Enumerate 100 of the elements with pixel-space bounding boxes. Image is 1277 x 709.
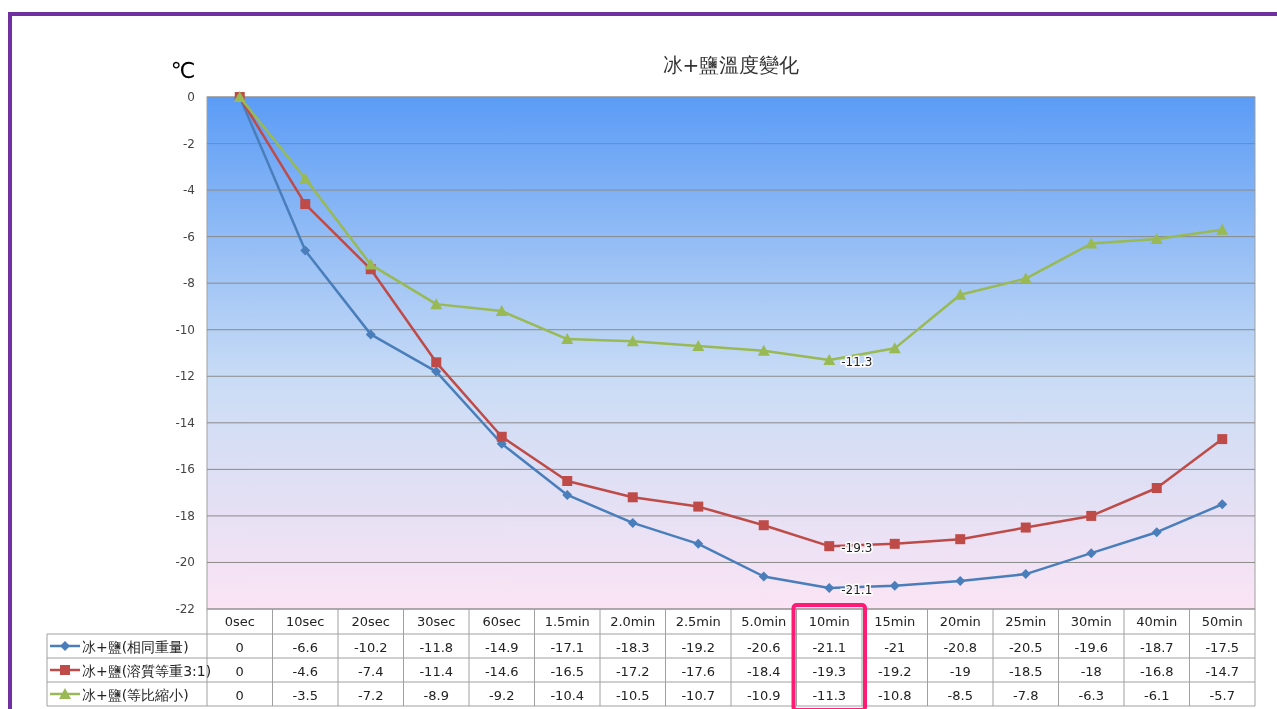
data-label: -20.5 xyxy=(1008,640,1043,655)
data-label: -6.6 xyxy=(292,640,318,655)
point xyxy=(823,353,836,365)
x-tick-label: 30min xyxy=(1070,614,1112,629)
point xyxy=(431,366,442,377)
data-label: -6.1 xyxy=(1144,688,1170,703)
legend-label: 冰+鹽(相同重量) xyxy=(82,639,189,655)
y-tick-label: -20 xyxy=(175,555,195,570)
data-label: -9.2 xyxy=(489,688,515,703)
data-label: -11.3 xyxy=(812,688,847,703)
y-tick-label: -10 xyxy=(175,322,195,337)
data-label: 0 xyxy=(235,664,244,679)
data-label: -10.5 xyxy=(615,688,650,703)
y-axis-title: ℃ xyxy=(170,58,196,83)
data-label: -21 xyxy=(884,640,906,655)
data-label: -5.7 xyxy=(1209,688,1235,703)
data-label: 0 xyxy=(235,640,244,655)
point xyxy=(299,172,312,184)
point xyxy=(1019,272,1032,284)
x-tick-label: 2.0min xyxy=(610,614,656,629)
point xyxy=(1020,569,1031,580)
point xyxy=(1151,482,1162,493)
legend-label: 冰+鹽(溶質等重3:1) xyxy=(82,663,212,679)
data-label: -18.3 xyxy=(615,640,650,655)
annotation: -11.3 xyxy=(841,354,873,369)
data-label: -17.6 xyxy=(681,664,716,679)
point xyxy=(1086,510,1097,521)
data-label: -20.8 xyxy=(943,640,978,655)
point xyxy=(430,298,443,310)
x-tick-label: 10min xyxy=(808,614,850,629)
data-label: -18.4 xyxy=(746,664,781,679)
data-label: -19.6 xyxy=(1074,640,1109,655)
data-label: -14.9 xyxy=(484,640,519,655)
point xyxy=(495,305,508,317)
data-label: -17.5 xyxy=(1205,640,1240,655)
data-label: -18.5 xyxy=(1008,664,1043,679)
x-tick-label: 20min xyxy=(939,614,981,629)
data-label: 0 xyxy=(235,688,244,703)
x-tick-label: 15min xyxy=(874,614,916,629)
point xyxy=(626,335,639,347)
point xyxy=(955,576,966,587)
data-label: -8.9 xyxy=(423,688,449,703)
data-label: -8.5 xyxy=(947,688,973,703)
point xyxy=(954,288,967,300)
point xyxy=(693,501,704,512)
point xyxy=(758,571,769,582)
x-tick-label: 1.5min xyxy=(544,614,590,629)
point xyxy=(431,357,442,368)
data-label: -4.6 xyxy=(292,664,318,679)
data-label: -7.4 xyxy=(358,664,384,679)
point xyxy=(1217,434,1228,445)
y-tick-label: -18 xyxy=(175,508,195,523)
data-label: -7.8 xyxy=(1013,688,1039,703)
point xyxy=(300,199,311,210)
point xyxy=(562,489,573,500)
point xyxy=(364,258,377,270)
data-label: -10.9 xyxy=(746,688,781,703)
data-label: -11.8 xyxy=(419,640,454,655)
point xyxy=(1020,522,1031,533)
y-tick-label: -4 xyxy=(183,183,195,198)
data-label: -17.2 xyxy=(615,664,650,679)
y-tick-label: -16 xyxy=(175,462,195,477)
data-label: -20.6 xyxy=(746,640,781,655)
data-label: -16.8 xyxy=(1139,664,1174,679)
point xyxy=(757,344,770,356)
point xyxy=(889,580,900,591)
point xyxy=(1085,237,1098,249)
x-tick-label: 5.0min xyxy=(741,614,787,629)
x-tick-label: 0sec xyxy=(224,614,255,629)
data-label: -16.5 xyxy=(550,664,585,679)
x-tick-label: 25min xyxy=(1005,614,1047,629)
data-label: -14.6 xyxy=(484,664,519,679)
point xyxy=(627,517,638,528)
y-tick-label: -6 xyxy=(183,229,195,244)
point xyxy=(955,534,966,545)
x-tick-label: 40min xyxy=(1136,614,1178,629)
point xyxy=(758,520,769,531)
y-tick-label: -14 xyxy=(175,415,195,430)
data-label: -6.3 xyxy=(1078,688,1104,703)
point xyxy=(561,333,574,345)
data-label: -19 xyxy=(949,664,971,679)
x-tick-label: 60sec xyxy=(482,614,521,629)
chart-title: 冰+鹽溫度變化 xyxy=(662,53,800,77)
data-label: -10.8 xyxy=(877,688,912,703)
point xyxy=(824,541,835,552)
y-tick-label: -2 xyxy=(183,136,195,151)
point xyxy=(300,245,311,256)
y-tick-label: -8 xyxy=(183,276,195,291)
x-tick-label: 30sec xyxy=(417,614,456,629)
x-tick-label: 2.5min xyxy=(675,614,721,629)
point xyxy=(496,431,507,442)
data-label: -10.2 xyxy=(353,640,388,655)
y-tick-label: -22 xyxy=(175,602,195,616)
x-tick-label: 20sec xyxy=(351,614,390,629)
legend-label: 冰+鹽(等比縮小) xyxy=(82,687,189,703)
y-tick-label: 0 xyxy=(187,90,195,104)
point xyxy=(693,538,704,549)
data-label: -3.5 xyxy=(292,688,318,703)
point xyxy=(365,329,376,340)
data-label: -19.2 xyxy=(681,640,716,655)
